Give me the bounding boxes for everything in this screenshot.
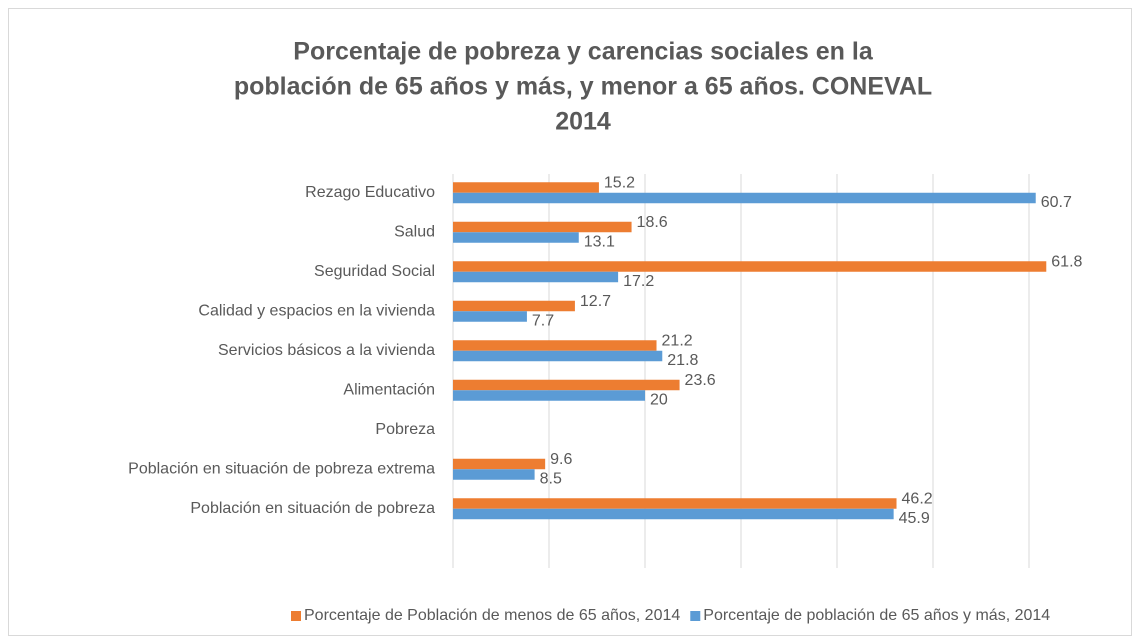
data-label: 17.2 xyxy=(623,273,654,290)
chart-border xyxy=(8,8,1132,636)
data-label: 9.6 xyxy=(550,451,572,468)
data-label: 15.2 xyxy=(604,175,635,192)
legend-label: Porcentaje de población de 65 años y más… xyxy=(703,607,1050,624)
bar xyxy=(453,221,632,233)
bar xyxy=(453,469,535,480)
bar xyxy=(453,340,657,351)
data-label: 23.6 xyxy=(685,372,716,389)
chart-title: Porcentaje de pobreza y carencias social… xyxy=(293,38,874,66)
bar xyxy=(453,182,599,193)
data-label: 13.1 xyxy=(584,234,615,251)
y-tick-label: Servicios básicos a la vivienda xyxy=(218,342,435,359)
bar xyxy=(453,379,680,391)
bar xyxy=(453,311,527,322)
legend-label: Porcentaje de Población de menos de 65 a… xyxy=(304,607,680,624)
data-label: 61.8 xyxy=(1051,254,1082,271)
data-label: 45.9 xyxy=(899,510,930,527)
data-label: 21.2 xyxy=(662,333,693,350)
bar xyxy=(453,192,1036,204)
data-label: 46.2 xyxy=(902,491,933,508)
data-label: 18.6 xyxy=(637,214,668,231)
y-tick-label: Población en situación de pobreza xyxy=(190,500,435,517)
bar xyxy=(453,300,575,312)
data-label: 7.7 xyxy=(532,313,554,330)
data-label: 20 xyxy=(650,392,668,409)
y-tick-label: Población en situación de pobreza extrem… xyxy=(128,460,435,477)
bar xyxy=(453,458,546,470)
legend-swatch xyxy=(690,611,701,621)
data-label: 21.8 xyxy=(667,352,698,369)
bar xyxy=(453,498,897,509)
bar xyxy=(453,390,645,401)
y-tick-label: Alimentación xyxy=(343,381,435,398)
y-tick-label: Seguridad Social xyxy=(314,263,435,280)
y-tick-label: Rezago Educativo xyxy=(305,184,435,201)
data-label: 60.7 xyxy=(1041,194,1072,211)
data-label: 12.7 xyxy=(580,293,611,310)
bar xyxy=(453,271,619,283)
y-tick-label: Calidad y espacios en la vivienda xyxy=(198,302,435,319)
data-label: 8.5 xyxy=(540,471,562,488)
y-tick-label: Pobreza xyxy=(375,421,435,438)
chart-title: 2014 xyxy=(555,108,611,136)
bar xyxy=(453,350,663,362)
bar xyxy=(453,508,894,520)
chart-title: población de 65 años y más, y menor a 65… xyxy=(234,73,932,101)
legend-swatch xyxy=(291,611,301,621)
y-tick-label: Salud xyxy=(394,223,435,240)
bar xyxy=(453,261,1047,272)
bar xyxy=(453,232,579,243)
